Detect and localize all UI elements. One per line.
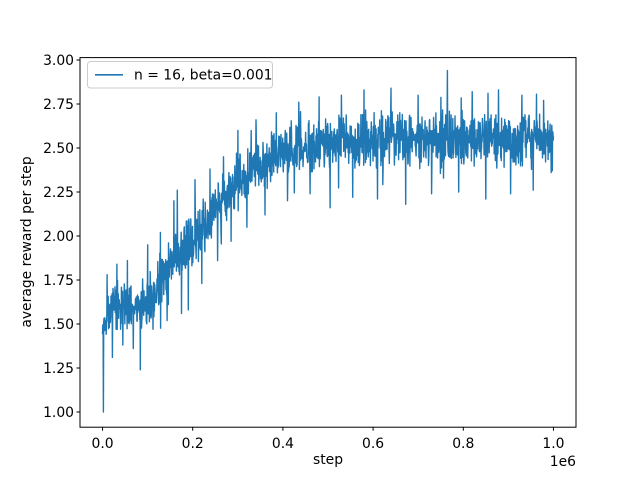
- y-axis-label: average reward per step: [19, 156, 35, 328]
- y-tick-label: 2.50: [43, 141, 74, 157]
- ticks-layer: 0.0 0.2 0.4 0.6 0.8 1.0 1.00 1.25 1.50 1.75 2.00 2.…: [43, 53, 564, 452]
- y-tick-label: 1.50: [43, 317, 74, 333]
- x-tick-label: 1.0: [542, 436, 564, 452]
- y-tick-label: 1.25: [43, 361, 74, 377]
- legend-box: [87, 61, 273, 89]
- y-tick-label: 1.75: [43, 273, 74, 289]
- x-tick-label: 0.4: [272, 436, 294, 452]
- series-line: [101, 69, 555, 413]
- x-tick-label: 0.0: [91, 436, 113, 452]
- legend: n = 16, beta=0.001: [87, 61, 273, 89]
- y-tick-label: 2.75: [43, 97, 74, 113]
- x-axis-offset-label: 1e6: [550, 454, 576, 470]
- x-tick-label: 0.2: [182, 436, 204, 452]
- x-axis-label: step: [313, 452, 343, 468]
- x-tick-label: 0.8: [452, 436, 474, 452]
- y-tick-label: 3.00: [43, 53, 74, 69]
- axes-frame: [79, 57, 577, 428]
- legend-label: n = 16, beta=0.001: [134, 68, 273, 84]
- y-tick-label: 1.00: [43, 405, 74, 421]
- x-tick-label: 0.6: [362, 436, 384, 452]
- y-tick-label: 2.25: [43, 185, 74, 201]
- y-tick-label: 2.00: [43, 229, 74, 245]
